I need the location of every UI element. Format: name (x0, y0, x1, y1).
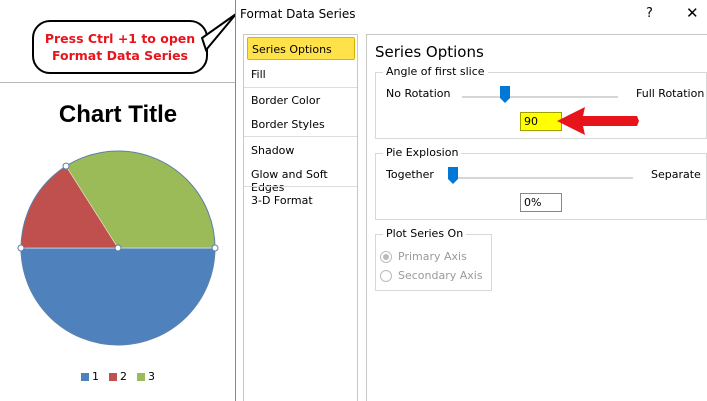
nav-series-options[interactable]: Series Options (247, 37, 355, 60)
format-data-series-dialog: Format Data Series ? ✕ Series Options Fi… (235, 0, 707, 401)
primary-axis-label[interactable]: Primary Axis (398, 250, 467, 263)
nav-divider (244, 87, 357, 88)
callout-pointer (200, 13, 237, 53)
close-button[interactable]: ✕ (686, 4, 699, 22)
legend-entry-2[interactable]: 2 (109, 370, 127, 383)
legend-entry-3[interactable]: 3 (137, 370, 155, 383)
nav-shadow[interactable]: Shadow (251, 144, 295, 157)
chart-title[interactable]: Chart Title (58, 101, 178, 128)
nav-border-styles[interactable]: Border Styles (251, 118, 325, 131)
separate-label: Separate (651, 168, 701, 181)
selection-handle[interactable] (17, 244, 25, 252)
nav-fill[interactable]: Fill (251, 68, 266, 81)
legend-swatch (137, 372, 145, 381)
legend-label: 3 (148, 370, 155, 383)
pie-chart[interactable] (0, 83, 236, 363)
callout-line-1: Press Ctrl +1 to open (44, 31, 196, 46)
nav-divider (244, 186, 357, 187)
red-arrow-icon (557, 107, 639, 135)
dialog-title: Format Data Series (240, 7, 356, 21)
secondary-axis-label[interactable]: Secondary Axis (398, 269, 483, 282)
explosion-slider-thumb[interactable] (448, 167, 458, 184)
explosion-label: Pie Explosion (383, 146, 462, 159)
explosion-slider-track[interactable] (448, 177, 633, 179)
nav-divider (244, 136, 357, 137)
no-rotation-label: No Rotation (386, 87, 451, 100)
secondary-axis-radio[interactable] (380, 270, 392, 282)
options-content: Series Options Angle of first slice No R… (366, 34, 707, 401)
legend[interactable]: 1 2 3 (0, 370, 236, 383)
angle-slider-track[interactable] (462, 96, 618, 98)
full-rotation-label: Full Rotation (636, 87, 705, 100)
legend-label: 1 (92, 370, 99, 383)
angle-group: Angle of first slice No Rotation Full Ro… (375, 65, 707, 139)
pie-slice-1[interactable] (20, 247, 216, 346)
angle-input[interactable]: 90 (520, 112, 562, 131)
nav-border-color[interactable]: Border Color (251, 94, 321, 107)
together-label: Together (386, 168, 434, 181)
options-nav: Series Options Fill Border Color Border … (243, 34, 358, 401)
section-title: Series Options (375, 43, 484, 61)
callout-bubble: Press Ctrl +1 to open Format Data Series (32, 20, 208, 74)
plot-series-on-group: Plot Series On Primary Axis Secondary Ax… (375, 227, 492, 291)
legend-entry-1[interactable]: 1 (81, 370, 99, 383)
selection-handle[interactable] (211, 244, 219, 252)
nav-glow-soft-edges[interactable]: Glow and Soft Edges (251, 168, 328, 194)
nav-3d-format[interactable]: 3-D Format (251, 194, 313, 207)
chart-area[interactable]: Chart Title 1 2 3 (0, 82, 236, 401)
legend-swatch (81, 372, 89, 381)
selection-handle[interactable] (114, 244, 122, 252)
selection-handle[interactable] (62, 162, 70, 170)
title-bar[interactable]: Format Data Series ? ✕ (236, 0, 707, 30)
angle-slider-thumb[interactable] (500, 86, 510, 103)
primary-axis-radio[interactable] (380, 251, 392, 263)
explosion-group: Pie Explosion Together Separate 0% (375, 146, 707, 220)
legend-swatch (109, 372, 117, 381)
help-button[interactable]: ? (646, 6, 653, 21)
angle-label: Angle of first slice (383, 65, 488, 78)
explosion-input[interactable]: 0% (520, 193, 562, 212)
legend-label: 2 (120, 370, 127, 383)
callout-line-2: Format Data Series (52, 48, 188, 63)
plot-series-on-label: Plot Series On (383, 227, 467, 240)
